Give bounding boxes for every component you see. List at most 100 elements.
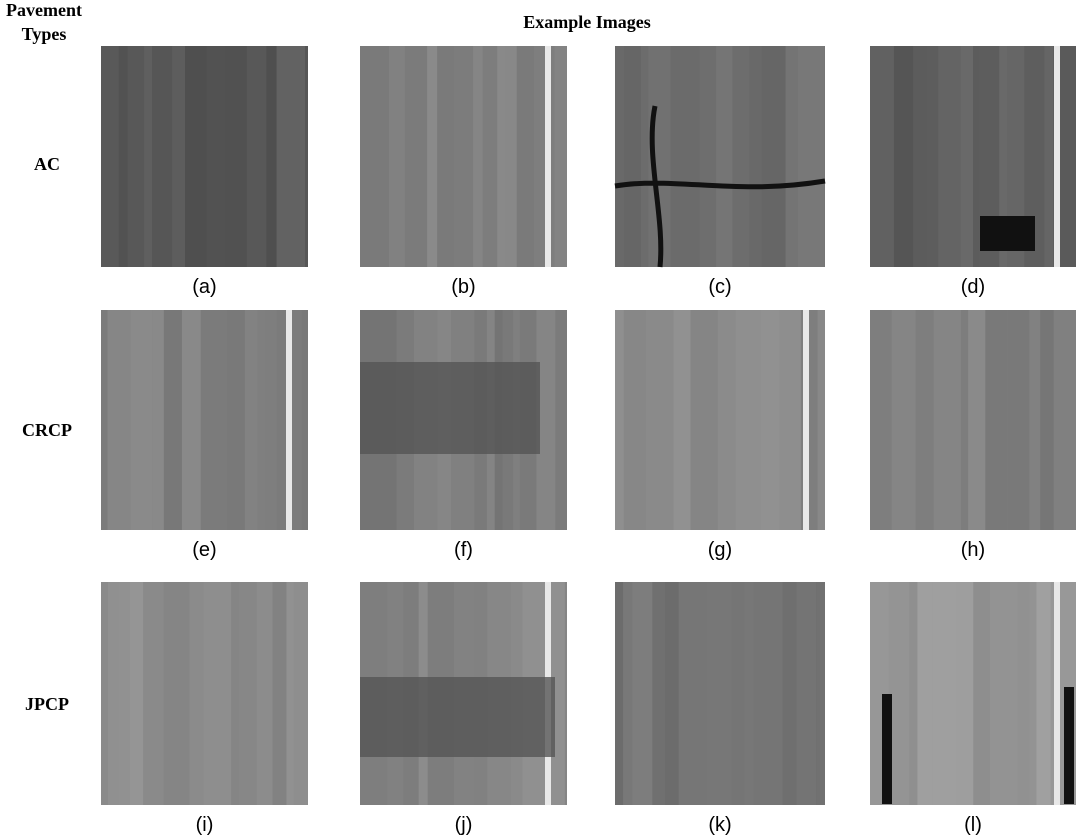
- pavement-image: [614, 46, 826, 268]
- image-stripe: [1029, 310, 1041, 530]
- image-stripe: [203, 582, 232, 805]
- textured-patch: [360, 677, 555, 757]
- image-stripe: [731, 582, 745, 805]
- image-stripe: [973, 582, 990, 805]
- image-stripe: [564, 582, 567, 805]
- image-stripe: [427, 46, 438, 267]
- image-stripe: [785, 46, 799, 267]
- image-stripe: [554, 46, 567, 267]
- image-caption: (g): [708, 539, 732, 561]
- image-stripe: [516, 46, 535, 267]
- lane-marking: [545, 46, 551, 267]
- image-stripe: [645, 310, 674, 530]
- image-stripe: [497, 46, 506, 267]
- pavement-image: [615, 582, 825, 805]
- image-stripe: [615, 46, 625, 267]
- image-stripe: [206, 46, 225, 267]
- image-stripe: [163, 310, 174, 530]
- image-stripe: [293, 582, 308, 805]
- image-stripe: [623, 310, 646, 530]
- pavement-image: [615, 310, 825, 530]
- image-stripe: [761, 46, 786, 267]
- image-stripe: [534, 46, 555, 267]
- image-stripe: [732, 46, 750, 267]
- image-caption: (j): [455, 814, 473, 836]
- pavement-image: [870, 310, 1076, 530]
- image-stripe: [999, 46, 1008, 267]
- image-stripe: [1040, 310, 1054, 530]
- image-stripe: [716, 46, 733, 267]
- image-stripe: [256, 582, 273, 805]
- pavement-image: [870, 46, 1076, 267]
- image-stripe: [453, 46, 474, 267]
- image-stripe: [979, 46, 1000, 267]
- image-caption: (i): [196, 814, 214, 836]
- image-stripe: [798, 46, 825, 267]
- image-stripe: [276, 46, 306, 267]
- image-caption: (b): [451, 276, 475, 298]
- image-stripe: [1007, 46, 1025, 267]
- image-stripe: [360, 46, 389, 267]
- image-stripe: [152, 310, 164, 530]
- row-label: JPCP: [25, 694, 69, 714]
- pavement-image: [101, 310, 308, 530]
- pothole: [980, 216, 1035, 251]
- image-stripe: [749, 46, 762, 267]
- image-stripe: [143, 582, 164, 805]
- image-stripe: [1029, 582, 1037, 805]
- image-stripe: [782, 582, 797, 805]
- image-caption: (e): [192, 539, 216, 561]
- image-stripe: [118, 46, 128, 267]
- image-caption: (d): [961, 276, 985, 298]
- row-label: CRCP: [22, 420, 72, 440]
- image-stripe: [760, 310, 780, 530]
- image-stripe: [224, 46, 247, 267]
- image-stripe: [200, 310, 228, 530]
- image-stripe: [144, 46, 153, 267]
- image-stripe: [482, 46, 498, 267]
- image-stripe: [1024, 46, 1045, 267]
- image-stripe: [286, 582, 294, 805]
- image-stripe: [231, 582, 240, 805]
- image-stripe: [888, 582, 910, 805]
- image-stripe: [107, 582, 119, 805]
- image-stripe: [1036, 582, 1051, 805]
- image-stripe: [985, 310, 1008, 530]
- image-stripe: [673, 310, 691, 530]
- image-stripe: [989, 582, 1018, 805]
- image-stripe: [172, 46, 186, 267]
- image-stripe: [1017, 582, 1030, 805]
- image-stripe: [699, 46, 717, 267]
- image-stripe: [227, 310, 245, 530]
- image-stripe: [932, 582, 957, 805]
- image-stripe: [960, 310, 969, 530]
- pavement-image: [360, 46, 567, 267]
- image-stripe: [796, 582, 817, 805]
- image-stripe: [101, 582, 108, 805]
- image-stripe: [817, 310, 825, 530]
- image-stripe: [665, 582, 679, 805]
- image-stripe: [101, 46, 119, 267]
- image-stripe: [870, 46, 894, 267]
- image-stripe: [870, 310, 892, 530]
- image-stripe: [973, 46, 980, 267]
- image-stripe: [915, 310, 934, 530]
- image-stripe: [404, 46, 428, 267]
- image-stripe: [265, 310, 277, 530]
- crack: [614, 105, 826, 268]
- image-caption: (a): [192, 276, 216, 298]
- image-stripe: [257, 310, 266, 530]
- textured-patch: [360, 362, 540, 454]
- image-stripe: [239, 582, 257, 805]
- image-stripe: [244, 310, 258, 530]
- lane-marking: [1054, 46, 1060, 267]
- lane-marking: [1054, 582, 1060, 805]
- image-stripe: [185, 46, 207, 267]
- image-stripe: [1007, 310, 1030, 530]
- image-stripe: [917, 582, 933, 805]
- image-caption: (l): [964, 814, 982, 836]
- image-stripe: [181, 310, 201, 530]
- image-stripe: [891, 310, 916, 530]
- image-stripe: [130, 310, 153, 530]
